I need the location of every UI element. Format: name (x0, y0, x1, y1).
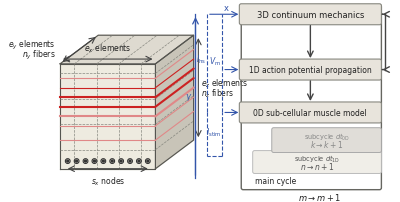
Text: $e_x$ elements: $e_x$ elements (84, 43, 132, 55)
Text: 3D continuum mechanics: 3D continuum mechanics (257, 11, 364, 20)
Text: main cycle: main cycle (254, 176, 296, 185)
Text: $V_\mathrm{m}$: $V_\mathrm{m}$ (209, 55, 221, 67)
Text: $n \to n+1$: $n \to n+1$ (300, 161, 334, 171)
FancyBboxPatch shape (239, 60, 381, 81)
Text: x: x (224, 4, 229, 13)
Circle shape (76, 160, 78, 162)
Circle shape (111, 160, 113, 162)
Polygon shape (60, 64, 156, 169)
Circle shape (84, 160, 86, 162)
FancyBboxPatch shape (253, 151, 381, 174)
Text: 1D action potential propagation: 1D action potential propagation (249, 66, 372, 75)
Circle shape (120, 160, 122, 162)
FancyBboxPatch shape (272, 128, 381, 153)
Circle shape (102, 160, 104, 162)
FancyBboxPatch shape (239, 102, 381, 123)
Text: $e_y$ elements: $e_y$ elements (8, 39, 55, 52)
Text: $k \to k+1$: $k \to k+1$ (310, 139, 343, 150)
Polygon shape (60, 36, 194, 64)
Text: subcycle $dt_{1\mathrm{D}}$: subcycle $dt_{1\mathrm{D}}$ (294, 153, 340, 164)
Text: $n_z$ fibers: $n_z$ fibers (201, 87, 234, 99)
Text: 0D sub-cellular muscle model: 0D sub-cellular muscle model (254, 108, 367, 117)
FancyBboxPatch shape (239, 5, 381, 26)
Text: $\gamma$: $\gamma$ (185, 91, 193, 102)
Circle shape (138, 160, 140, 162)
Text: $e_z$ elements: $e_z$ elements (201, 77, 248, 90)
Text: $s_x$ nodes: $s_x$ nodes (90, 175, 125, 187)
Circle shape (129, 160, 131, 162)
Polygon shape (156, 36, 194, 169)
Text: subcycle $dt_{0\mathrm{D}}$: subcycle $dt_{0\mathrm{D}}$ (304, 131, 350, 142)
Circle shape (94, 160, 95, 162)
Text: $m \to m+1$: $m \to m+1$ (298, 191, 342, 202)
Circle shape (67, 160, 69, 162)
Text: $I_\mathrm{stim}$: $I_\mathrm{stim}$ (206, 126, 221, 139)
Text: $I_\mathrm{hs}$: $I_\mathrm{hs}$ (196, 53, 206, 65)
Text: $n_y$ fibers: $n_y$ fibers (22, 48, 55, 62)
Circle shape (147, 160, 149, 162)
